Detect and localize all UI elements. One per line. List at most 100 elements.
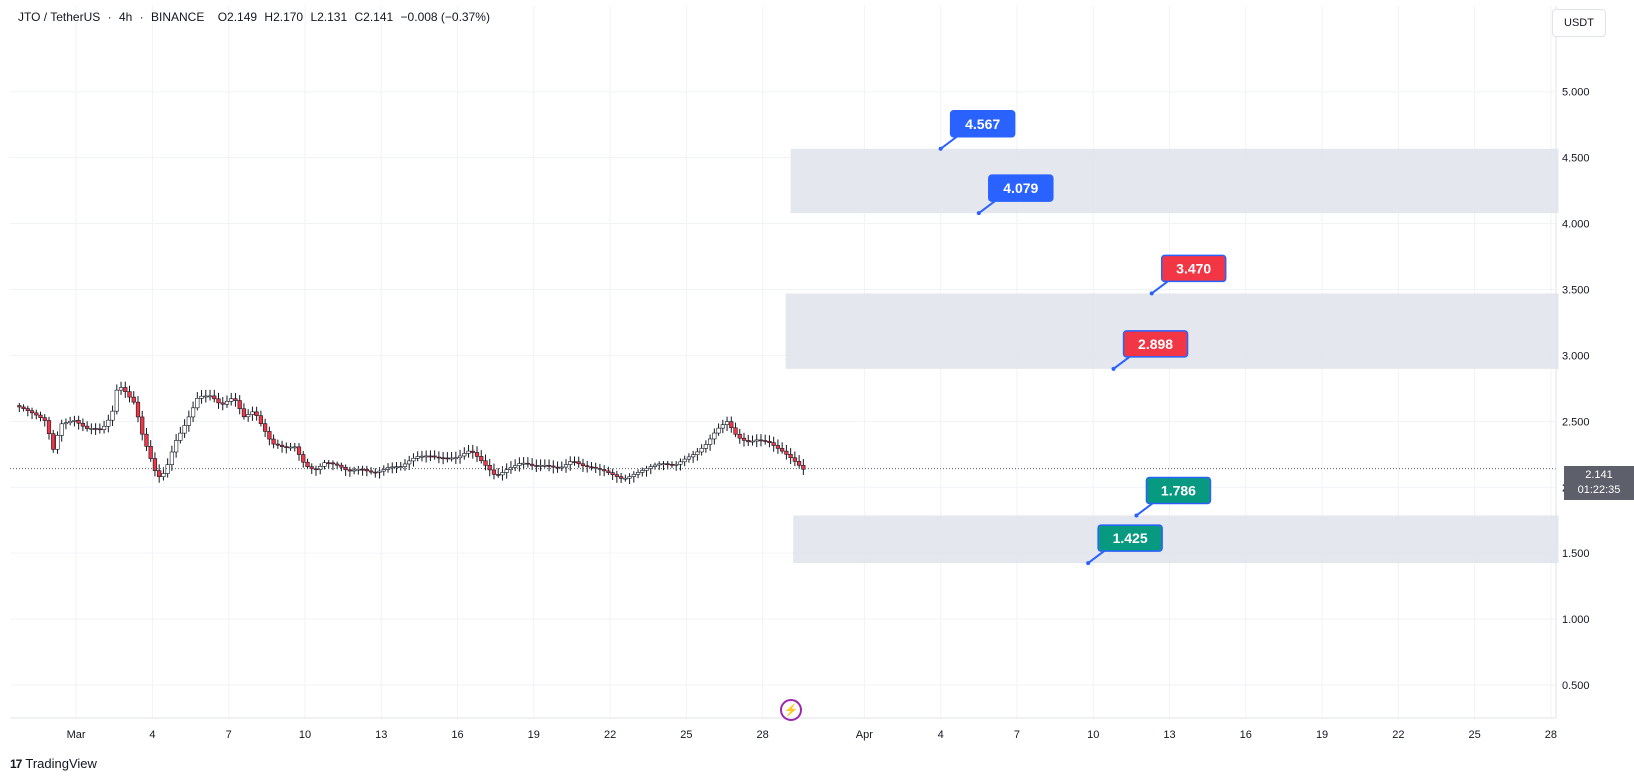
candle-body	[474, 452, 480, 457]
candle-body	[46, 420, 52, 434]
candle-body	[292, 446, 297, 449]
candle-body	[254, 411, 259, 416]
candle-body	[390, 466, 395, 469]
candle-body	[29, 410, 35, 414]
candle-body	[89, 428, 94, 430]
symbol-name[interactable]: JTO / TetherUS	[18, 10, 101, 24]
candle-body	[152, 458, 158, 471]
candle-body	[504, 469, 509, 473]
last-price-tag: 2.141 01:22:35	[1564, 466, 1634, 500]
candle-body	[436, 456, 441, 459]
candle-body	[733, 427, 738, 435]
callout-pointer	[1151, 280, 1169, 295]
candle-body	[279, 444, 285, 447]
callout-label: 2.898	[1138, 336, 1173, 352]
callout-layer: 4.567 4.079 3.470 2.898 1.786 1.425	[938, 110, 1227, 566]
candle-body	[271, 438, 276, 445]
x-tick-label: 10	[1087, 729, 1099, 741]
tradingview-logo[interactable]: 17 TradingView	[10, 756, 97, 771]
candle-body	[68, 420, 73, 424]
candle-body	[678, 461, 683, 465]
interval-label[interactable]: 4h	[118, 10, 133, 24]
candle-body	[394, 466, 399, 468]
candle-body	[373, 471, 378, 474]
candle-body	[241, 408, 247, 418]
x-tick-label: Mar	[67, 729, 86, 741]
candle-body	[758, 439, 764, 442]
candle-body	[614, 474, 619, 477]
candle-body	[457, 455, 463, 459]
x-tick-label: 22	[1392, 729, 1404, 741]
x-tick-label: 7	[1014, 729, 1020, 741]
candle-body	[580, 463, 586, 467]
candle-body	[741, 437, 747, 441]
candle-body	[63, 422, 69, 425]
candle-body	[631, 474, 636, 477]
candle-body	[72, 420, 77, 422]
axis-layer: 5.0004.5004.0003.5003.0002.5002.0001.500…	[10, 6, 1590, 741]
header-separator: ·	[139, 10, 144, 24]
candle-body	[695, 451, 700, 455]
candle-body	[85, 425, 90, 429]
candle-body	[559, 466, 564, 469]
candle-body	[368, 470, 374, 473]
x-tick-label: 28	[757, 729, 769, 741]
candle-body	[59, 423, 64, 436]
candle-body	[220, 402, 225, 405]
candle-body	[101, 425, 107, 430]
candle-body	[449, 457, 454, 460]
candle-body	[339, 464, 344, 468]
candle-body	[93, 428, 98, 430]
candle-body	[767, 440, 772, 444]
callout-box	[1097, 524, 1163, 552]
candle-body	[195, 398, 200, 409]
candle-body	[229, 398, 234, 402]
candle-body	[326, 462, 331, 465]
callout-box	[1160, 254, 1227, 283]
candle-body	[424, 455, 429, 458]
lightning-icon[interactable]: ⚡	[780, 699, 802, 721]
callout-box	[949, 110, 1016, 138]
callout-anchor	[1134, 513, 1139, 518]
callout-box	[1122, 330, 1189, 358]
candle-body	[377, 470, 382, 473]
open-value: O2.149	[217, 10, 258, 24]
candle-body	[284, 446, 289, 448]
candle-body	[763, 440, 768, 442]
currency-button[interactable]: USDT	[1552, 9, 1606, 37]
candle-body	[602, 469, 607, 472]
callout-label: 4.567	[965, 116, 1000, 132]
candle-body	[360, 468, 365, 471]
candle-body	[619, 476, 624, 479]
candle-body	[729, 421, 734, 429]
candle-body	[118, 387, 124, 391]
candle-body	[38, 414, 43, 418]
symbol-header[interactable]: JTO / TetherUS · 4h · BINANCE O2.149 H2.…	[18, 10, 494, 24]
low-value: L2.131	[310, 10, 348, 24]
bar-countdown: 01:22:35	[1577, 484, 1621, 496]
candle-body	[652, 464, 658, 467]
candle-body	[415, 456, 420, 459]
candle-body	[635, 472, 641, 475]
candle-body	[508, 467, 514, 470]
y-tick-label: 1.500	[1562, 548, 1590, 560]
candle-body	[411, 458, 416, 462]
candle-body	[462, 453, 467, 457]
callout-anchor	[1086, 561, 1091, 566]
candle-body	[148, 446, 153, 459]
candle-body	[402, 463, 408, 467]
close-value: C2.141	[354, 10, 394, 24]
candle-body	[538, 465, 543, 467]
candle-body	[407, 460, 412, 465]
x-tick-label: 4	[149, 729, 155, 741]
candle-body	[746, 440, 751, 443]
candle-body	[106, 419, 111, 427]
y-tick-label: 0.500	[1562, 680, 1590, 692]
candle-body	[623, 477, 628, 480]
candle-body	[144, 433, 149, 447]
candle-body	[224, 400, 230, 405]
candle-body	[352, 469, 357, 472]
candle-body	[720, 424, 725, 429]
